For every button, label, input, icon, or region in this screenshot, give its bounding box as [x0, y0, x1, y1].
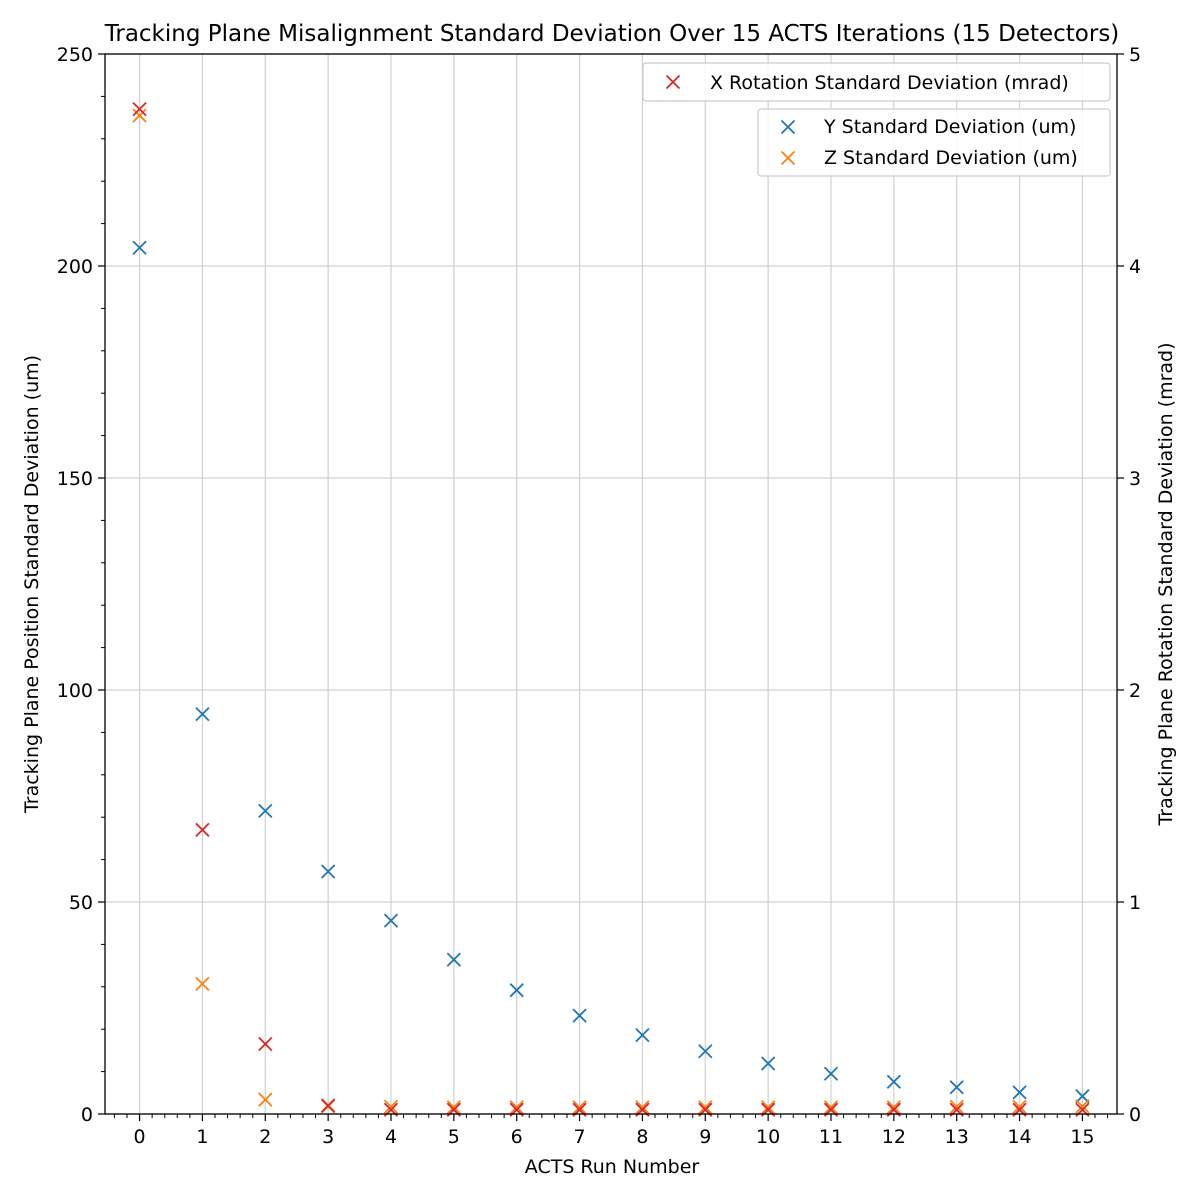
legend-position: Y Standard Deviation (um) Z Standard Dev… — [757, 108, 1111, 177]
data-point-series-2 — [509, 1100, 524, 1115]
legend-label-z: Z Standard Deviation (um) — [824, 147, 1078, 169]
chart-title: Tracking Plane Misalignment Standard Dev… — [104, 21, 1120, 47]
data-point-series-0 — [321, 1098, 336, 1113]
legend-rotation-box — [642, 62, 1111, 102]
data-point-series-1 — [949, 1080, 964, 1095]
data-point-series-1 — [823, 1066, 839, 1081]
data-point-series-2 — [1012, 1099, 1027, 1114]
legend-marker-x-rotation — [665, 74, 681, 90]
left-y-tick-label: 250 — [57, 44, 93, 66]
right-y-tick-label: 1 — [1129, 892, 1141, 914]
x-tick-label: 3 — [322, 1126, 334, 1148]
data-point-series-2 — [195, 976, 210, 991]
x-tick-label: 4 — [385, 1126, 397, 1148]
x-tick-label: 5 — [448, 1126, 460, 1148]
data-point-series-1 — [886, 1074, 901, 1089]
data-point-series-1 — [321, 864, 336, 879]
x-tick-label: 15 — [1070, 1126, 1094, 1148]
data-point-series-1 — [132, 240, 147, 255]
data-point-series-1 — [572, 1008, 587, 1023]
right-y-axis: 0 1 2 3 4 5 — [1117, 44, 1141, 1126]
x-tick-label: 13 — [945, 1126, 969, 1148]
data-point-series-2 — [446, 1100, 461, 1115]
legend-rotation: X Rotation Standard Deviation (mrad) — [642, 62, 1111, 102]
left-y-axis: 0 50 100 150 200 250 — [57, 44, 105, 1126]
right-y-tick-label: 4 — [1129, 256, 1141, 278]
data-point-series-2 — [635, 1100, 650, 1115]
data-point-series-1 — [761, 1056, 776, 1071]
left-y-axis-title: Tracking Plane Position Standard Deviati… — [21, 355, 43, 814]
data-point-series-1 — [383, 913, 399, 928]
left-y-tick-label: 200 — [57, 256, 93, 278]
x-tick-label: 1 — [196, 1126, 208, 1148]
data-point-series-1 — [698, 1044, 713, 1059]
legend-marker-z — [780, 150, 796, 166]
legend-marker-y — [780, 119, 796, 135]
right-y-axis-title: Tracking Plane Rotation Standard Deviati… — [1155, 342, 1177, 826]
data-point-series-1 — [446, 952, 461, 967]
x-tick-label: 11 — [819, 1126, 843, 1148]
right-y-tick-label: 3 — [1129, 468, 1141, 490]
data-points — [132, 101, 1090, 1117]
x-tick-label: 8 — [636, 1126, 648, 1148]
data-point-series-2 — [698, 1100, 713, 1115]
x-axis-title: ACTS Run Number — [525, 1156, 700, 1178]
left-y-tick-label: 100 — [57, 680, 93, 702]
data-point-series-0 — [258, 1036, 273, 1052]
legend-label-x-rotation: X Rotation Standard Deviation (mrad) — [710, 72, 1069, 94]
data-point-series-2 — [761, 1100, 776, 1115]
x-tick-label: 10 — [756, 1126, 780, 1148]
x-tick-label: 12 — [882, 1126, 906, 1148]
x-tick-label: 6 — [511, 1126, 523, 1148]
data-point-series-2 — [572, 1100, 587, 1115]
data-point-series-1 — [195, 707, 210, 722]
data-point-series-2 — [258, 1092, 273, 1107]
data-point-series-0 — [132, 101, 147, 117]
right-y-tick-label: 0 — [1129, 1104, 1141, 1126]
right-y-tick-label: 2 — [1129, 680, 1141, 702]
x-tick-label: 9 — [699, 1126, 711, 1148]
plot-frame — [104, 53, 1118, 1115]
legend-marker-glyph — [780, 150, 796, 166]
data-point-series-1 — [1012, 1085, 1027, 1100]
legend-marker-glyph — [665, 74, 681, 90]
data-point-series-2 — [132, 108, 147, 123]
x-tick-label: 2 — [259, 1126, 271, 1148]
right-y-tick-label: 5 — [1129, 44, 1141, 66]
data-point-series-1 — [258, 803, 273, 818]
legend-label-y: Y Standard Deviation (um) — [823, 116, 1076, 138]
left-y-tick-label: 150 — [57, 468, 93, 490]
x-tick-label: 7 — [574, 1126, 586, 1148]
x-tick-label: 14 — [1007, 1126, 1031, 1148]
data-point-series-2 — [383, 1099, 399, 1114]
data-point-series-1 — [1075, 1089, 1090, 1104]
data-point-series-2 — [886, 1100, 901, 1115]
left-y-tick-label: 0 — [81, 1104, 93, 1126]
x-tick-label: 0 — [134, 1126, 146, 1148]
data-point-series-2 — [949, 1099, 964, 1114]
data-point-series-2 — [1075, 1099, 1090, 1114]
data-point-series-1 — [635, 1027, 650, 1043]
data-point-series-2 — [823, 1100, 839, 1115]
left-y-tick-label: 50 — [69, 892, 93, 914]
data-point-series-1 — [509, 983, 524, 998]
legend-position-box — [757, 108, 1111, 177]
x-axis: 0 1 2 3 4 5 6 7 8 9 10 11 12 13 14 15 — [113, 1114, 1109, 1148]
data-point-series-0 — [195, 822, 210, 838]
legend-marker-glyph — [780, 119, 796, 135]
